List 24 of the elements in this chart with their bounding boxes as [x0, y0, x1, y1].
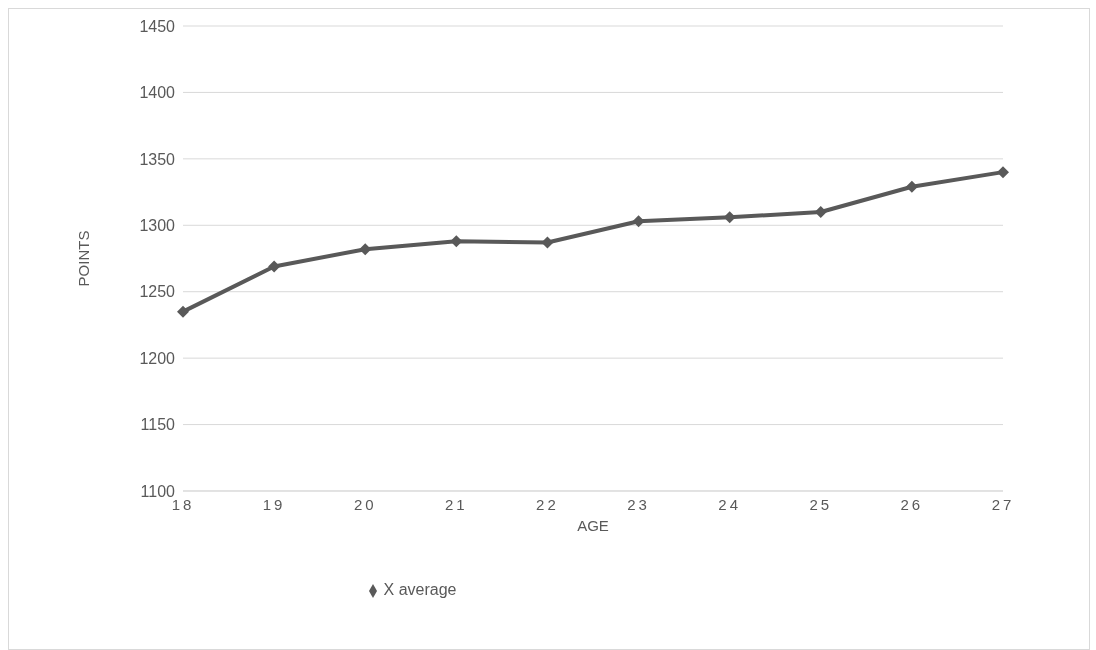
x-tick-label: 25 — [809, 495, 833, 513]
x-tick-label: 19 — [262, 495, 286, 513]
point — [268, 260, 281, 273]
x-tick-label: 20 — [353, 495, 377, 513]
x-tick-label: 24 — [718, 495, 742, 513]
y-tick-label: 1250 — [139, 283, 176, 301]
legend-label: X average — [383, 581, 457, 598]
point — [997, 166, 1009, 179]
x-tick-label: 21 — [444, 495, 468, 513]
point — [177, 305, 189, 318]
y-tick-label: 1400 — [139, 84, 176, 102]
x-axis-title: AGE — [577, 517, 609, 534]
x-tick-label: 22 — [536, 495, 559, 513]
y-tick-label: 1200 — [139, 349, 176, 367]
point — [905, 180, 918, 193]
y-axis-title: POINTS — [75, 230, 93, 287]
x-tick-label: 27 — [991, 495, 1015, 513]
x-tick-label: 26 — [900, 495, 924, 513]
y-tick-label: 1350 — [139, 150, 176, 168]
y-tick-label: 1450 — [139, 17, 176, 35]
y-tick-label: 1100 — [140, 482, 176, 500]
y-tick-label: 1300 — [139, 216, 176, 234]
y-tick-label: 1150 — [140, 416, 176, 434]
x-tick-label: 23 — [627, 495, 650, 513]
